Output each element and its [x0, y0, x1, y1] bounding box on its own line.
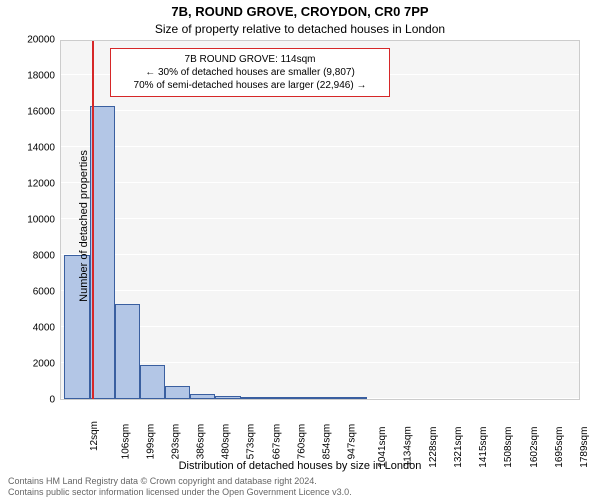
gridline [61, 110, 579, 111]
gridline [61, 218, 579, 219]
histogram-bar [140, 365, 165, 399]
chart-title: 7B, ROUND GROVE, CROYDON, CR0 7PP [0, 4, 600, 19]
gridline [61, 290, 579, 291]
xtick-label: 1508sqm [503, 427, 514, 468]
gridline [61, 254, 579, 255]
xtick-label: 667sqm [271, 424, 282, 460]
xtick-label: 1228sqm [428, 427, 439, 468]
xtick-label: 573sqm [246, 424, 257, 460]
histogram-bar [266, 397, 291, 399]
ytick-label: 12000 [5, 179, 55, 190]
xtick-label: 199sqm [145, 424, 156, 460]
ytick-label: 16000 [5, 107, 55, 118]
footer-line1: Contains HM Land Registry data © Crown c… [8, 476, 592, 487]
ytick-label: 20000 [5, 35, 55, 46]
xtick-label: 1602sqm [529, 427, 540, 468]
annotation-line1: 7B ROUND GROVE: 114sqm [119, 53, 381, 66]
annotation-line3: 70% of semi-detached houses are larger (… [119, 79, 381, 92]
xtick-label: 1134sqm [402, 426, 413, 466]
xtick-label: 760sqm [296, 424, 307, 460]
histogram-bar [341, 397, 366, 399]
xtick-label: 1415sqm [478, 427, 489, 468]
annotation-line2: ← 30% of detached houses are smaller (9,… [119, 66, 381, 79]
ytick-label: 0 [5, 395, 55, 406]
histogram-bar [241, 397, 266, 399]
y-axis-label: Number of detached properties [78, 150, 90, 302]
xtick-label: 854sqm [322, 424, 333, 460]
histogram-bar [215, 396, 240, 399]
property-marker-line [92, 41, 94, 399]
histogram-bar [190, 394, 215, 399]
gridline [61, 146, 579, 147]
ytick-label: 8000 [5, 251, 55, 262]
gridline [61, 38, 579, 39]
histogram-bar [165, 386, 190, 399]
xtick-label: 293sqm [171, 424, 182, 460]
xtick-label: 1789sqm [579, 427, 590, 468]
chart-subtitle: Size of property relative to detached ho… [0, 22, 600, 36]
ytick-label: 10000 [5, 215, 55, 226]
footer-line2: Contains public sector information licen… [8, 487, 592, 498]
ytick-label: 14000 [5, 143, 55, 154]
xtick-label: 947sqm [347, 424, 358, 460]
ytick-label: 6000 [5, 287, 55, 298]
xtick-label: 386sqm [196, 424, 207, 460]
ytick-label: 4000 [5, 323, 55, 334]
histogram-bar [291, 397, 316, 399]
xtick-label: 106sqm [120, 424, 131, 460]
annotation-box: 7B ROUND GROVE: 114sqm ← 30% of detached… [110, 48, 390, 97]
xtick-label: 1041sqm [378, 427, 389, 468]
xtick-label: 1695sqm [554, 427, 565, 468]
chart-footer: Contains HM Land Registry data © Crown c… [8, 476, 592, 498]
xtick-label: 480sqm [221, 424, 232, 460]
ytick-label: 18000 [5, 71, 55, 82]
xtick-label: 1321sqm [453, 427, 464, 468]
histogram-bar [115, 304, 140, 399]
gridline [61, 182, 579, 183]
histogram-bar [316, 397, 341, 399]
ytick-label: 2000 [5, 359, 55, 370]
xtick-label: 12sqm [89, 421, 100, 451]
